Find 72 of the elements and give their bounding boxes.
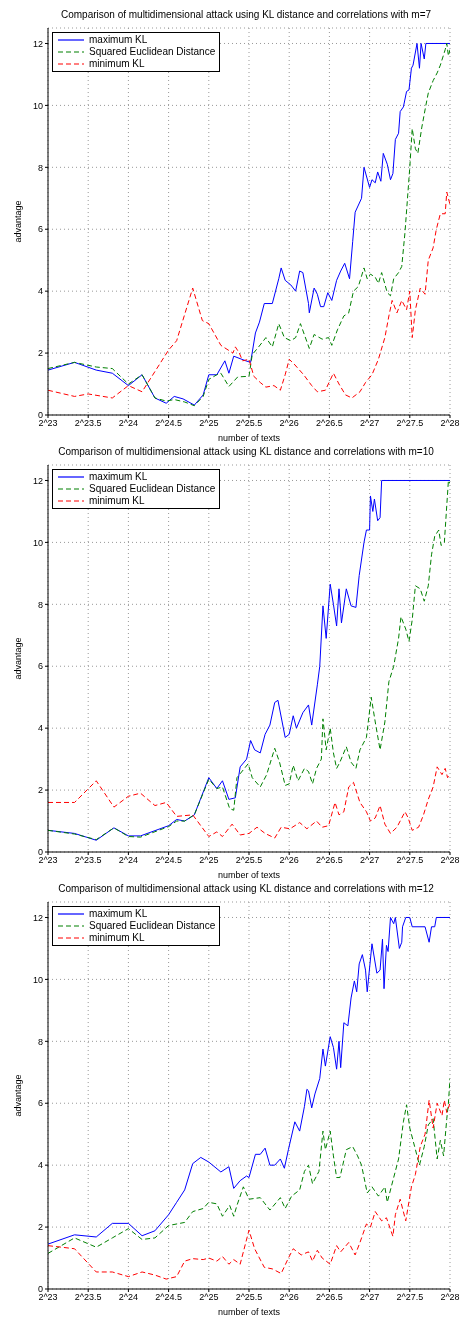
x-axis-title: number of texts — [217, 1307, 281, 1317]
y-tick-label: 12 — [32, 475, 43, 486]
x-tick-label: 2^25.5 — [235, 418, 263, 429]
x-tick-label: 2^24 — [118, 1292, 139, 1303]
x-tick-label: 2^25 — [199, 418, 219, 429]
chart-title: Comparison of multidimensional attack using KL distance and correlations with m=12 — [57, 882, 435, 896]
x-tick-label: 2^25.5 — [235, 1292, 263, 1303]
y-tick-label: 6 — [37, 224, 43, 235]
legend-label: minimum KL — [89, 58, 145, 70]
x-tick-label: 2^24.5 — [155, 1292, 182, 1303]
y-tick-label: 2 — [37, 348, 43, 359]
x-tick-label: 2^27 — [359, 855, 380, 866]
y-tick-label: 0 — [37, 410, 43, 421]
y-tick-label: 0 — [37, 1284, 43, 1295]
x-tick-label: 2^24 — [118, 855, 139, 866]
x-tick-label: 2^28 — [440, 855, 460, 866]
x-tick-label: 2^24.5 — [155, 418, 182, 429]
y-tick-label: 10 — [32, 974, 43, 985]
x-tick-label: 2^23 — [38, 855, 58, 866]
x-axis-title: number of texts — [217, 870, 281, 880]
y-tick-label: 10 — [32, 100, 43, 111]
x-axis-title: number of texts — [217, 433, 281, 443]
legend-label: minimum KL — [89, 495, 145, 507]
y-tick-label: 2 — [37, 1222, 43, 1233]
x-tick-label: 2^28 — [440, 1292, 460, 1303]
legend-label: Squared Euclidean Distance — [89, 46, 216, 58]
x-tick-label: 2^25 — [199, 855, 219, 866]
y-tick-label: 8 — [37, 599, 43, 610]
x-tick-label: 2^23 — [38, 418, 58, 429]
x-tick-label: 2^26.5 — [316, 1292, 343, 1303]
x-tick-label: 2^23.5 — [74, 418, 102, 429]
y-tick-label: 12 — [32, 912, 43, 923]
x-tick-label: 2^26 — [279, 418, 299, 429]
y-tick-label: 2 — [37, 785, 43, 796]
chart-title: Comparison of multidimensional attack using KL distance and correlations with m=7 — [59, 8, 433, 22]
x-tick-label: 2^26.5 — [316, 418, 343, 429]
y-tick-label: 6 — [37, 1098, 43, 1109]
legend-label: Squared Euclidean Distance — [89, 920, 216, 932]
y-tick-label: 4 — [37, 1160, 43, 1171]
y-tick-label: 8 — [37, 162, 43, 173]
x-tick-label: 2^27.5 — [396, 418, 424, 429]
x-tick-label: 2^26.5 — [316, 855, 343, 866]
y-tick-label: 0 — [37, 847, 43, 858]
y-axis-title: advantage — [13, 637, 24, 680]
legend-label: maximum KL — [89, 34, 148, 46]
chart-title: Comparison of multidimensional attack using KL distance and correlations with m=10 — [57, 445, 435, 459]
x-tick-label: 2^27 — [359, 418, 380, 429]
x-tick-label: 2^27 — [359, 1292, 380, 1303]
y-axis-title: advantage — [13, 1074, 24, 1117]
legend-label: Squared Euclidean Distance — [89, 483, 216, 495]
x-tick-label: 2^26 — [279, 1292, 299, 1303]
x-tick-label: 2^28 — [440, 418, 460, 429]
x-tick-label: 2^27.5 — [396, 855, 424, 866]
legend-label: maximum KL — [89, 471, 148, 483]
x-tick-label: 2^24 — [118, 418, 139, 429]
y-tick-label: 4 — [37, 286, 43, 297]
legend-label: maximum KL — [89, 908, 148, 920]
y-tick-label: 6 — [37, 661, 43, 672]
y-tick-label: 4 — [37, 723, 43, 734]
y-tick-label: 10 — [32, 537, 43, 548]
x-tick-label: 2^23.5 — [74, 1292, 102, 1303]
x-tick-label: 2^23 — [38, 1292, 58, 1303]
y-axis-title: advantage — [13, 200, 24, 243]
x-tick-label: 2^25 — [199, 1292, 219, 1303]
y-tick-label: 8 — [37, 1036, 43, 1047]
x-tick-label: 2^26 — [279, 855, 299, 866]
x-tick-label: 2^27.5 — [396, 1292, 424, 1303]
x-tick-label: 2^23.5 — [74, 855, 102, 866]
y-tick-label: 12 — [32, 38, 43, 49]
x-tick-label: 2^25.5 — [235, 855, 263, 866]
legend-label: minimum KL — [89, 932, 145, 944]
x-tick-label: 2^24.5 — [155, 855, 182, 866]
